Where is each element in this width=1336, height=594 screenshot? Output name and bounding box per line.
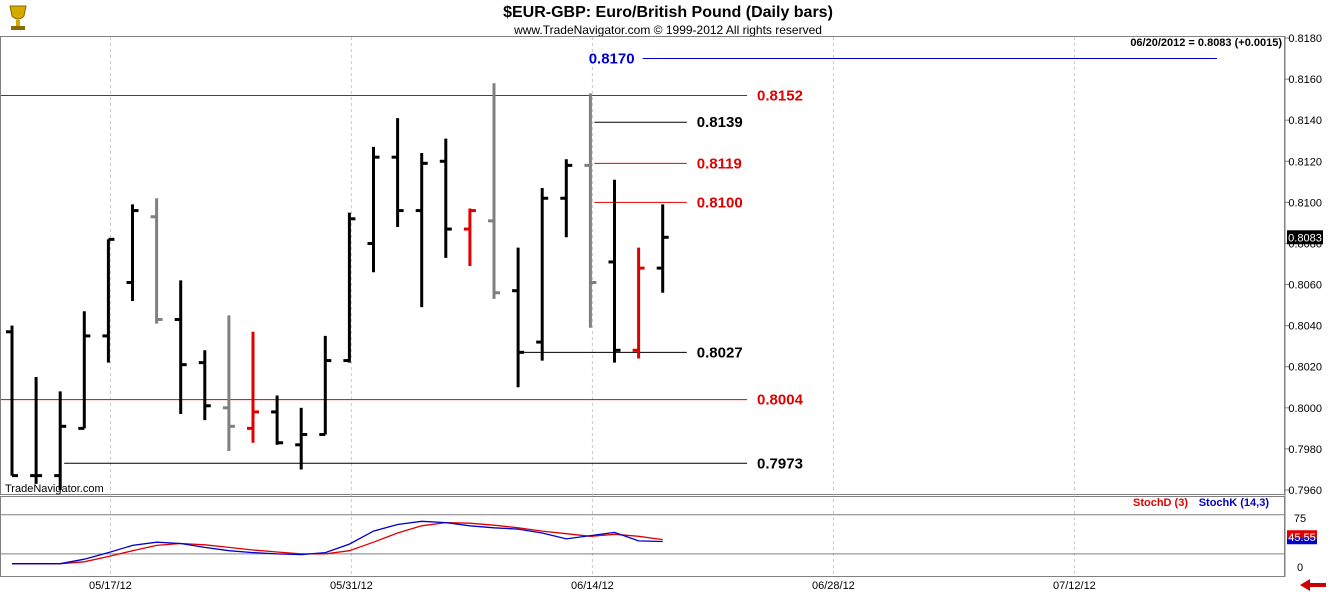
stoch-d-line [12, 521, 663, 565]
ohlc-bar-24 [584, 93, 597, 328]
ohlc-bar-5 [126, 204, 139, 301]
x-tick-label-4: 07/12/12 [1053, 580, 1096, 592]
price-panel-frame [0, 36, 1285, 495]
stoch-current-label: 45.55 [1288, 532, 1316, 544]
ohlc-bar-15 [367, 146, 380, 273]
y-tick-label-6: 0.8060 [1288, 280, 1322, 292]
support-resistance-levels: 0.8170 0.8152 0.8139 0.8119 0.8100 0.8027 0.80… [1, 51, 1217, 472]
ohlc-bar-13 [319, 335, 332, 437]
ohlc-bar-7 [174, 280, 187, 414]
x-tick-label-1: 05/31/12 [330, 580, 373, 592]
chart-subtitle: www.TradeNavigator.com © 1999-2012 All r… [513, 23, 822, 37]
ohlc-bar-17 [415, 153, 428, 308]
ohlc-bar-27 [656, 204, 669, 293]
ohlc-bar-4 [102, 237, 115, 363]
last-price-info: 06/20/2012 = 0.8083 (+0.0015) [1130, 37, 1282, 49]
trophy-icon [6, 2, 30, 34]
ohlc-bar-20 [488, 83, 500, 299]
ohlc-bar-16 [391, 118, 404, 228]
ohlc-bar-1 [30, 377, 43, 484]
ohlc-bar-3 [78, 311, 91, 430]
legend-stoch-k: StochK (14,3) [1199, 497, 1270, 509]
x-tick-label-2: 06/14/12 [571, 580, 614, 592]
y-tick-label-1: 0.8160 [1288, 74, 1322, 86]
ohlc-bar-26 [632, 247, 645, 359]
ohlc-bar-2 [54, 391, 67, 490]
vertical-gridlines [109, 37, 1075, 576]
legend-stoch-d: StochD (3) [1133, 497, 1188, 509]
last-price-tag: 0.8083 [1287, 230, 1323, 245]
ohlc-bar-23 [560, 159, 573, 238]
ohlc-bar-19 [463, 208, 476, 267]
level-label-0.7973: 0.7973 [757, 455, 803, 472]
level-label-0.8170: 0.8170 [589, 51, 635, 68]
stoch-current-tag-bottom [1287, 538, 1317, 545]
ohlc-bar-21 [512, 247, 525, 388]
ohlc-bar-9 [222, 315, 235, 451]
y-tick-label-8: 0.8020 [1288, 362, 1322, 374]
stoch-current-tag-top [1287, 530, 1317, 539]
ohlc-bar-12 [295, 407, 308, 470]
ohlc-bar-14 [343, 212, 356, 363]
last-price-label: 0.8083 [1288, 232, 1322, 244]
ohlc-bar-10 [247, 331, 259, 443]
ohlc-bar-22 [536, 187, 549, 361]
watermark-text: TradeNavigator.com [5, 483, 104, 495]
x-axis-labels: 05/17/12 05/31/12 06/14/12 06/28/12 07/12/12 [89, 580, 1096, 592]
y-tick-label-10: 0.7980 [1288, 444, 1322, 456]
stoch-y-label-0: 0 [1297, 562, 1303, 574]
y-tick-label-2: 0.8140 [1288, 115, 1322, 127]
x-tick-label-0: 05/17/12 [89, 580, 132, 592]
ohlc-bar-18 [439, 138, 452, 258]
x-tick-label-3: 06/28/12 [812, 580, 855, 592]
chart-title: $EUR-GBP: Euro/British Pound (Daily bars… [503, 4, 833, 21]
level-label-0.8152: 0.8152 [757, 88, 803, 105]
stoch-k-line [12, 520, 663, 565]
y-tick-label-0: 0.8180 [1288, 33, 1322, 45]
price-bars [6, 83, 669, 490]
scroll-left-icon[interactable] [1294, 578, 1328, 592]
stoch-y-label-75: 75 [1294, 513, 1306, 525]
y-tick-label-11: 0.7960 [1288, 485, 1322, 497]
ohlc-bar-25 [608, 179, 621, 363]
ohlc-bar-8 [198, 350, 211, 421]
level-label-0.8119: 0.8119 [697, 155, 742, 172]
stochastic-panel: 75 0 45.55 [1, 513, 1317, 574]
price-y-axis-labels: 0.81800.81600.81400.81200.81000.80800.80… [1285, 33, 1322, 497]
y-tick-label-7: 0.8040 [1288, 321, 1322, 333]
level-label-0.8004: 0.8004 [757, 392, 804, 409]
y-tick-label-9: 0.8000 [1288, 403, 1322, 415]
ohlc-bar-0 [6, 325, 18, 478]
level-label-0.8027: 0.8027 [697, 344, 743, 361]
level-label-0.8100: 0.8100 [697, 194, 743, 211]
y-tick-label-4: 0.8100 [1288, 197, 1322, 209]
ohlc-bar-11 [271, 395, 284, 445]
ohlc-bar-6 [150, 198, 163, 324]
y-tick-label-3: 0.8120 [1288, 156, 1322, 168]
level-label-0.8139: 0.8139 [697, 114, 743, 131]
